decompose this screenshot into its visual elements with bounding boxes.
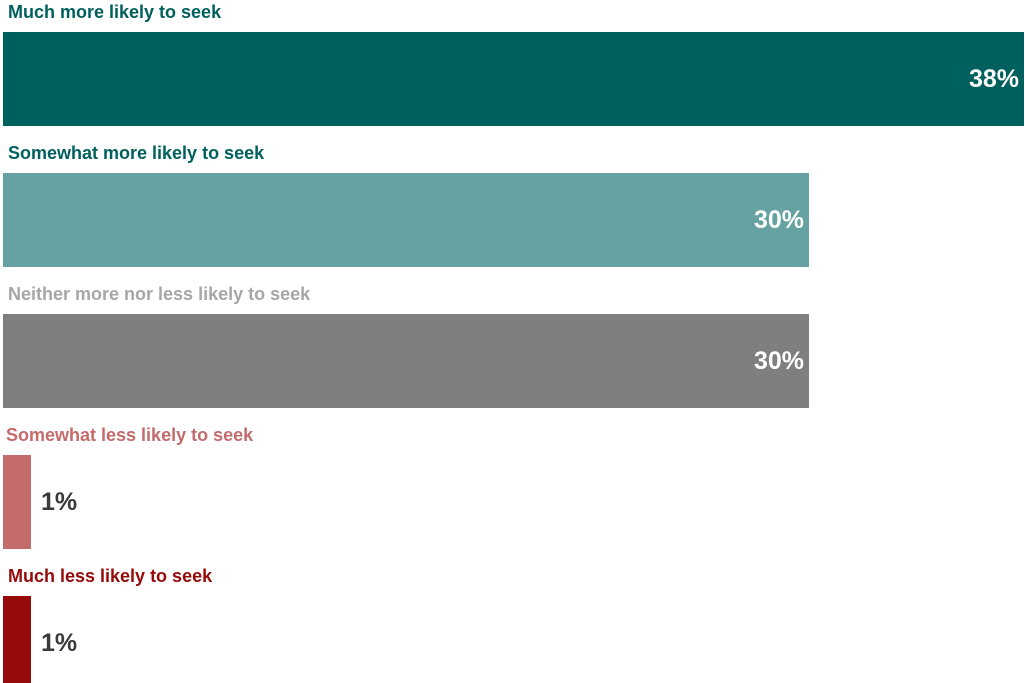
value-label: 1% <box>41 629 78 657</box>
value-label: 30% <box>753 347 804 375</box>
bar <box>3 596 31 683</box>
bar-row: Much less likely to seek 1% <box>0 564 1025 683</box>
category-label: Much less likely to seek <box>8 566 213 586</box>
value-label: 38% <box>968 65 1019 93</box>
bar <box>3 173 809 267</box>
bar-row: Much more likely to seek 38% <box>0 0 1025 141</box>
bar-row: Somewhat less likely to seek 1% <box>0 423 1025 564</box>
category-label: Much more likely to seek <box>8 2 222 22</box>
category-label: Somewhat less likely to seek <box>6 425 254 445</box>
bar <box>3 455 31 549</box>
value-label: 30% <box>753 206 804 234</box>
bar-row: Somewhat more likely to seek 30% <box>0 141 1025 282</box>
category-label: Neither more nor less likely to seek <box>8 284 311 304</box>
bar-row: Neither more nor less likely to seek 30% <box>0 282 1025 423</box>
value-label: 1% <box>41 488 78 516</box>
bar <box>3 314 809 408</box>
bar <box>3 32 1024 126</box>
category-label: Somewhat more likely to seek <box>8 143 265 163</box>
